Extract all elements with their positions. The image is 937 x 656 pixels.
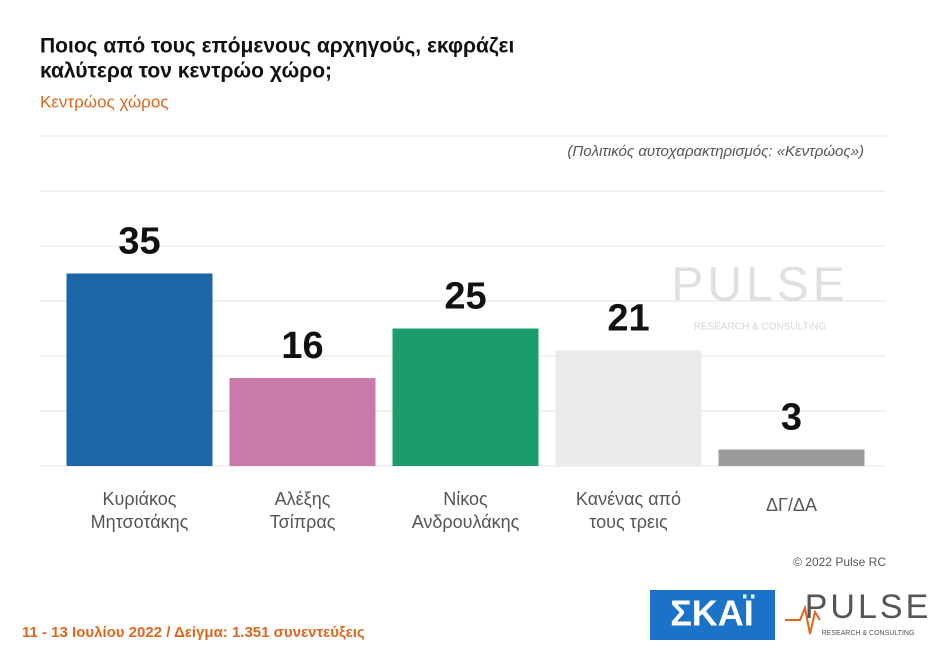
value-label: 25 [444, 276, 486, 318]
chart-title: καλύτερα τον κεντρώο χώρο; [40, 60, 332, 83]
value-label: 3 [781, 397, 802, 439]
bar [66, 273, 213, 466]
chart-subtitle: Κεντρώος χώρος [40, 92, 169, 111]
pulse-tagline: RESEARCH & CONSULTING [822, 630, 915, 637]
x-tick-label: Ανδρουλάκης [412, 512, 520, 532]
x-tick-label: Τσίπρας [270, 512, 336, 532]
bar [392, 328, 539, 466]
value-label: 35 [118, 221, 160, 263]
footer: 11 - 13 Ιουλίου 2022 / Δείγμα: 1.351 συν… [22, 624, 365, 641]
watermark: PULSE [671, 259, 848, 312]
skai-logo: ΣΚΑΪ [670, 593, 755, 634]
x-tick-label: τους τρεις [589, 512, 668, 532]
bar [718, 449, 865, 466]
value-label: 21 [607, 298, 649, 340]
skai-logo-box [650, 590, 775, 640]
x-tick-label: Κανένας από [576, 489, 681, 509]
chart-title: Ποιος από τους επόμενους αρχηγούς, εκφρά… [40, 35, 515, 58]
x-tick-label: Νίκος [443, 489, 488, 509]
bar [229, 378, 376, 466]
bar [555, 350, 702, 466]
x-tick-label: ΔΓ/ΔΑ [766, 495, 817, 515]
x-tick-label: Μητσοτάκης [91, 512, 189, 532]
annotation: (Πολιτικός αυτοχαρακτηρισμός: «Κεντρώος»… [567, 143, 864, 160]
pulse-logo: PULSE [805, 588, 932, 626]
x-tick-label: Κυριάκος [103, 489, 177, 509]
pulse-logo-wave [785, 604, 821, 635]
copyright: © 2022 Pulse RC [793, 555, 886, 569]
watermark-tagline: RESEARCH & CONSULTING [694, 322, 827, 333]
value-label: 16 [281, 325, 323, 367]
x-tick-label: Αλέξης [275, 489, 331, 509]
